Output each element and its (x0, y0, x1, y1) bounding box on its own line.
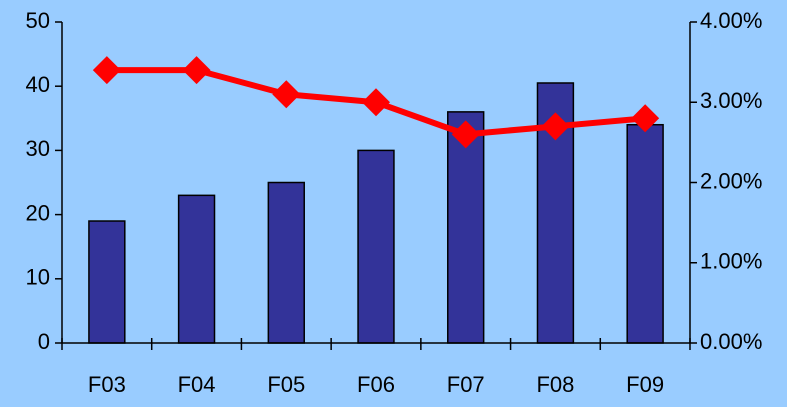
y2-tick-label: 1.00% (700, 249, 762, 274)
y-tick-label: 10 (26, 265, 50, 290)
y-tick-label: 0 (38, 329, 50, 354)
y-tick-label: 50 (26, 8, 50, 33)
marker (362, 88, 390, 117)
y-tick-label: 20 (26, 200, 50, 225)
y2-tick-label: 2.00% (700, 168, 762, 193)
bar (447, 111, 485, 344)
marker (631, 104, 660, 133)
y-tick-label: 40 (26, 72, 50, 97)
y2-tick-label: 3.00% (700, 88, 762, 113)
x-tick-label: F03 (88, 372, 126, 397)
y2-tick-label: 4.00% (700, 8, 762, 33)
bar (177, 194, 216, 344)
bar (357, 149, 395, 344)
marker (92, 56, 121, 85)
bar (88, 220, 126, 344)
x-tick-label: F06 (357, 372, 395, 397)
marker (541, 112, 570, 141)
bar (626, 123, 664, 344)
x-tick-label: F04 (178, 372, 216, 397)
x-tick-label: F07 (447, 372, 485, 397)
marker (451, 120, 480, 149)
x-tick-label: F09 (626, 372, 664, 397)
y2-tick-label: 0.00% (700, 329, 762, 354)
x-tick-label: F05 (267, 372, 305, 397)
marker (182, 56, 211, 85)
y-tick-label: 30 (26, 136, 50, 161)
bar (267, 181, 305, 344)
x-tick-label: F08 (536, 372, 574, 397)
marker (272, 80, 301, 109)
